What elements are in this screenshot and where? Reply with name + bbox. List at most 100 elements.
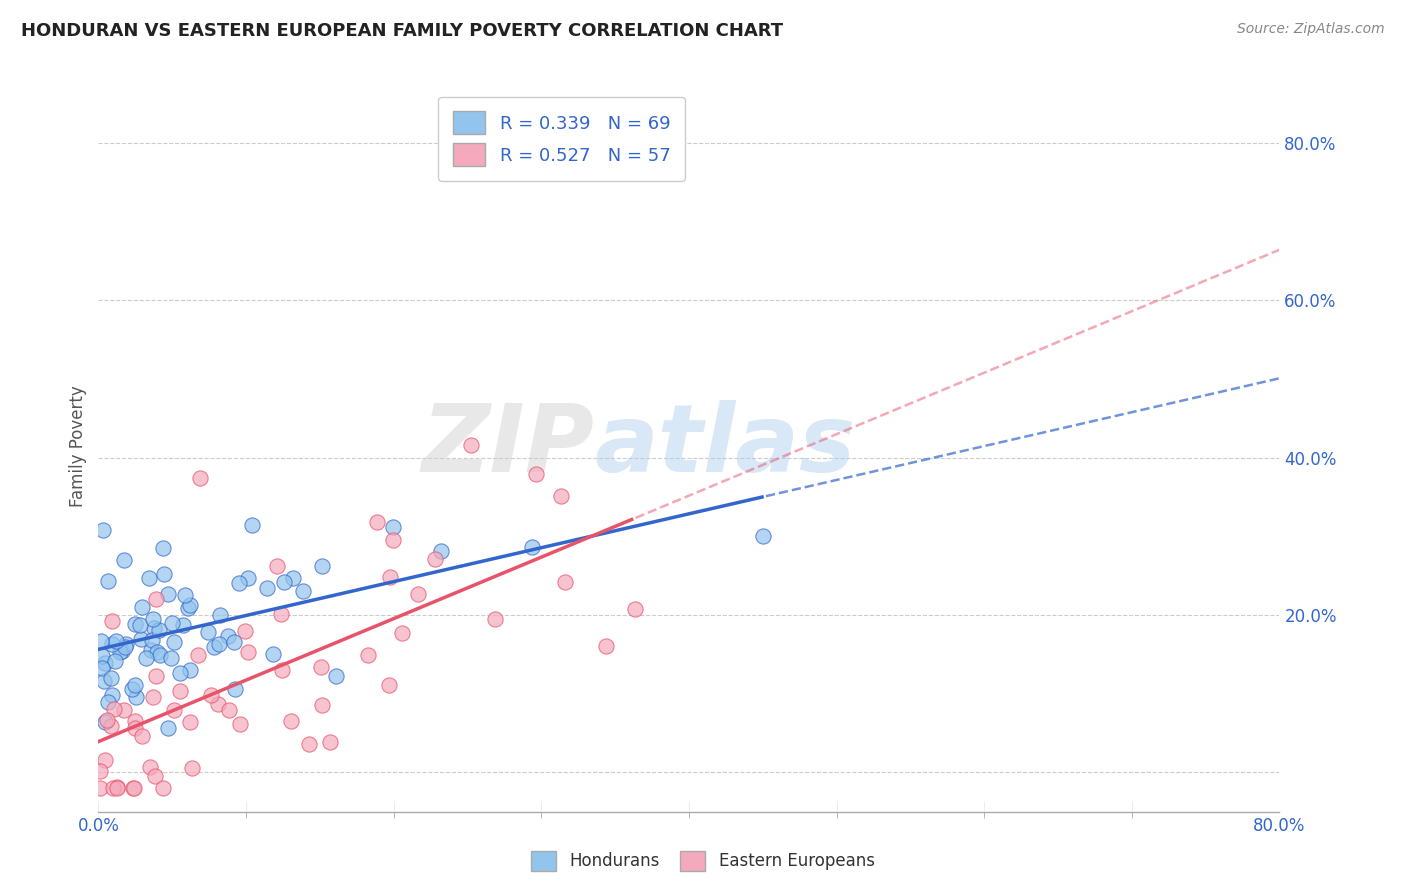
Point: [114, 640, 136, 655]
Point: [162, 615, 184, 630]
Point: [522, 541, 544, 555]
Point: [160, 650, 183, 665]
Point: [281, 571, 304, 585]
Point: [146, 644, 169, 658]
Point: [240, 517, 263, 532]
Point: [752, 529, 775, 543]
Point: [135, 651, 157, 665]
Point: [105, 780, 128, 794]
Point: [145, 591, 167, 606]
Point: [236, 571, 259, 585]
Point: [309, 659, 332, 673]
Point: [149, 648, 172, 662]
Text: HONDURAN VS EASTERN EUROPEAN FAMILY POVERTY CORRELATION CHART: HONDURAN VS EASTERN EUROPEAN FAMILY POVE…: [21, 22, 783, 40]
Point: [224, 681, 246, 696]
Y-axis label: Family Poverty: Family Poverty: [69, 385, 87, 507]
Point: [124, 721, 146, 735]
Point: [124, 617, 146, 632]
Point: [217, 630, 239, 644]
Point: [89, 764, 111, 779]
Point: [218, 703, 240, 717]
Point: [89, 781, 111, 796]
Point: [233, 624, 256, 639]
Point: [197, 624, 219, 639]
Point: [228, 575, 250, 590]
Point: [624, 602, 647, 616]
Point: [423, 552, 446, 566]
Point: [105, 633, 128, 648]
Point: [169, 684, 191, 698]
Point: [129, 632, 152, 646]
Point: [311, 559, 333, 574]
Point: [406, 587, 429, 601]
Point: [381, 533, 404, 547]
Point: [157, 587, 180, 601]
Point: [100, 719, 122, 733]
Point: [202, 640, 225, 654]
Point: [163, 703, 186, 717]
Point: [142, 690, 165, 705]
Point: [179, 714, 201, 729]
Point: [94, 715, 117, 730]
Point: [93, 673, 115, 688]
Point: [176, 600, 198, 615]
Point: [238, 645, 260, 659]
Point: [207, 697, 229, 711]
Point: [229, 717, 252, 731]
Point: [90, 649, 112, 664]
Point: [554, 575, 576, 590]
Point: [179, 663, 201, 677]
Point: [595, 639, 617, 653]
Point: [139, 760, 162, 774]
Point: [550, 489, 572, 503]
Point: [112, 703, 135, 717]
Point: [208, 607, 231, 622]
Point: [163, 635, 186, 649]
Point: [153, 567, 176, 582]
Point: [122, 781, 145, 796]
Point: [103, 701, 125, 715]
Point: [172, 617, 194, 632]
Point: [124, 678, 146, 692]
Point: [262, 647, 284, 661]
Point: [292, 584, 315, 599]
Point: [104, 654, 127, 668]
Point: [121, 781, 143, 796]
Point: [111, 644, 134, 658]
Point: [105, 781, 128, 796]
Point: [108, 645, 131, 659]
Point: [96, 713, 118, 727]
Point: [101, 688, 124, 702]
Point: [187, 648, 209, 662]
Point: [100, 615, 122, 629]
Point: [319, 735, 342, 749]
Point: [266, 559, 288, 574]
Point: [115, 637, 138, 651]
Text: atlas: atlas: [595, 400, 856, 492]
Point: [524, 467, 547, 481]
Point: [273, 574, 295, 589]
Point: [356, 648, 378, 662]
Point: [152, 541, 174, 556]
Point: [112, 553, 135, 567]
Point: [382, 520, 405, 534]
Point: [131, 729, 153, 743]
Text: Source: ZipAtlas.com: Source: ZipAtlas.com: [1237, 22, 1385, 37]
Point: [430, 544, 453, 558]
Point: [181, 761, 204, 775]
Point: [143, 769, 166, 783]
Point: [484, 611, 506, 625]
Legend: Hondurans, Eastern Europeans: Hondurans, Eastern Europeans: [523, 842, 883, 880]
Point: [298, 737, 321, 751]
Point: [188, 471, 211, 485]
Point: [91, 660, 114, 674]
Point: [224, 634, 246, 648]
Point: [138, 571, 160, 585]
Point: [142, 612, 165, 626]
Point: [97, 574, 120, 588]
Point: [169, 666, 191, 681]
Point: [200, 688, 222, 702]
Point: [90, 633, 112, 648]
Point: [391, 626, 413, 640]
Point: [145, 669, 167, 683]
